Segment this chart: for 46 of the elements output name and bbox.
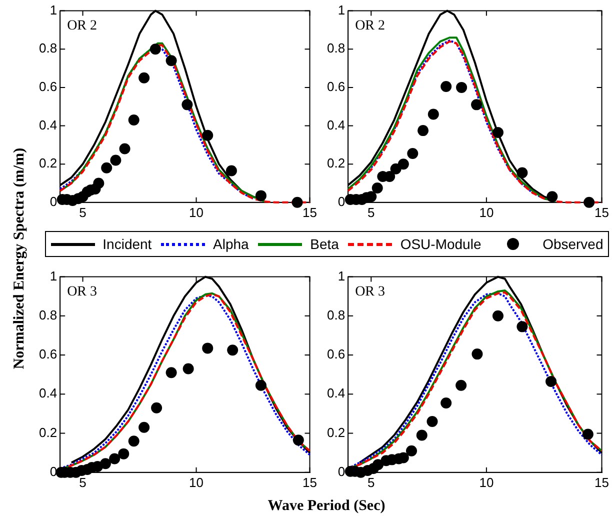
y-tick-label: 0.4 <box>38 117 58 132</box>
x-tick-label: 15 <box>594 204 610 220</box>
y-tick-label: 1 <box>338 2 346 18</box>
y-tick-label: 0.6 <box>326 346 346 362</box>
text: OR 2 <box>67 18 98 34</box>
x-tick-label: 15 <box>302 204 318 220</box>
y-tick-label: 1 <box>338 268 346 284</box>
text: OR 3 <box>355 284 386 300</box>
y-axis-title: Normalized Energy Spectra (m/m) <box>12 146 28 372</box>
x-tick-label: 10 <box>479 474 494 490</box>
y-tick-label: 0.4 <box>326 117 346 132</box>
y-tick-label: 0.8 <box>326 40 346 56</box>
y-tick-label: 0.8 <box>38 308 58 322</box>
x-tick-label: 10 <box>189 474 204 490</box>
y-tick-label: 0.2 <box>38 156 58 171</box>
x-axis-title: Wave Period (Sec) <box>266 498 386 515</box>
x-tick-label: 5 <box>79 204 86 220</box>
y-tick-label: 0 <box>338 464 346 479</box>
x-tick-label: 15 <box>302 474 318 490</box>
legend-label: Beta <box>310 236 339 252</box>
x-tick-label: 5 <box>79 474 86 490</box>
y-tick-label: 0.4 <box>326 386 346 401</box>
legend-label: Observed <box>542 236 604 252</box>
y-tick-label: 0.2 <box>326 424 346 440</box>
x-tick-label: 5 <box>368 474 375 490</box>
y-tick-label: 0.4 <box>38 386 58 401</box>
y-tick-label: 1 <box>50 268 58 284</box>
y-tick-label: 0.2 <box>326 156 346 171</box>
text: OR 2 <box>355 18 386 34</box>
y-tick-label: 0.6 <box>326 79 346 94</box>
x-tick-label: 15 <box>594 474 610 490</box>
x-tick-label: 5 <box>368 204 375 220</box>
legend-label: Incident <box>102 236 152 252</box>
y-tick-label: 0 <box>50 194 58 209</box>
x-tick-label: 10 <box>189 204 204 220</box>
y-tick-label: 1 <box>50 2 58 18</box>
legend-label: OSU-Module <box>400 236 482 252</box>
text: OR 3 <box>67 284 98 300</box>
y-tick-label: 0.8 <box>326 308 346 322</box>
y-tick-label: 0.6 <box>38 346 58 362</box>
y-tick-label: 0.6 <box>38 79 58 94</box>
legend-label: Alpha <box>213 236 249 252</box>
y-tick-label: 0.2 <box>38 424 58 440</box>
y-tick-label: 0.8 <box>38 40 58 56</box>
x-tick-label: 10 <box>479 204 494 220</box>
y-tick-label: 0 <box>338 194 346 209</box>
